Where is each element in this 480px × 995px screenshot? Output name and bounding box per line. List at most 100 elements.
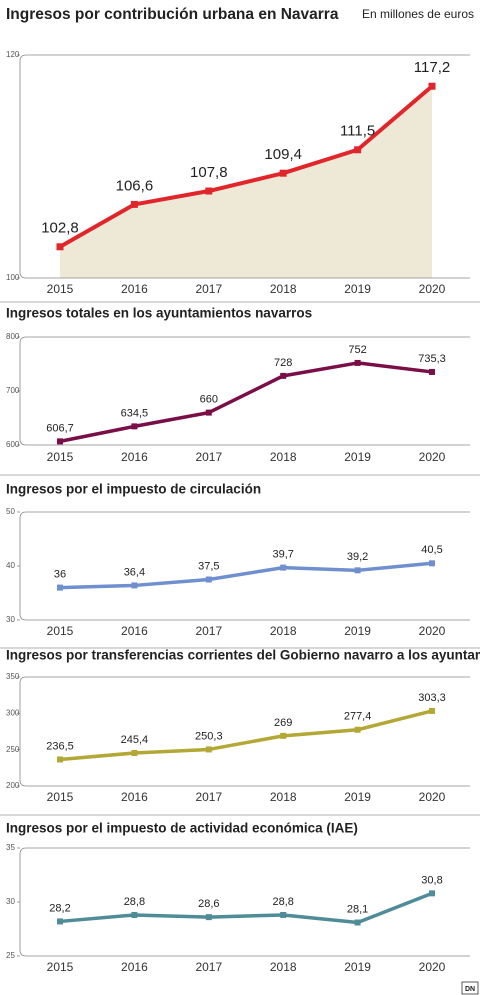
- chart-title: Ingresos por el impuesto de circulación: [6, 482, 261, 497]
- value-label: 30,8: [421, 874, 442, 886]
- line: [59, 361, 433, 444]
- marker: [131, 423, 138, 430]
- x-tick-label: 2016: [121, 790, 148, 804]
- value-label: 39,7: [272, 549, 293, 561]
- x-tick-label: 2015: [47, 450, 74, 464]
- x-tick-label: 2018: [270, 282, 297, 296]
- marker: [205, 746, 212, 753]
- axis-frame: [19, 847, 470, 957]
- value-label: 36: [54, 569, 66, 581]
- marker: [280, 911, 287, 918]
- marker: [429, 560, 435, 567]
- value-label: 28,8: [272, 896, 293, 908]
- x-tick-label: 2018: [270, 790, 297, 804]
- marker: [428, 82, 436, 90]
- y-tick-label: 30: [6, 897, 15, 906]
- marker: [429, 707, 435, 714]
- value-label: 269: [274, 717, 292, 729]
- x-tick-label: 2020: [419, 450, 446, 464]
- y-tick-label: 25: [6, 951, 15, 960]
- x-tick-label: 2015: [47, 960, 74, 974]
- line: [59, 709, 433, 762]
- x-tick-label: 2020: [419, 624, 446, 638]
- x-tick-label: 2020: [419, 790, 446, 804]
- x-tick-label: 2019: [344, 960, 371, 974]
- value-label: 752: [348, 344, 366, 356]
- y-tick-label: 50: [6, 507, 15, 516]
- x-tick-label: 2015: [47, 282, 74, 296]
- marker: [205, 914, 212, 921]
- marker: [205, 409, 212, 416]
- marker: [429, 890, 435, 897]
- chart-title: Ingresos por contribución urbana en Nava…: [6, 6, 339, 23]
- x-tick-label: 2018: [270, 450, 297, 464]
- x-tick-label: 2016: [121, 450, 148, 464]
- marker: [131, 750, 138, 757]
- y-tick-label: 200: [6, 781, 20, 790]
- marker: [354, 146, 362, 154]
- x-tick-label: 2020: [419, 282, 446, 296]
- marker: [131, 582, 138, 589]
- x-tick-label: 2019: [344, 790, 371, 804]
- x-tick-label: 2019: [344, 450, 371, 464]
- y-tick-label: 800: [6, 332, 20, 341]
- value-label: 634,5: [121, 407, 149, 419]
- marker: [280, 372, 287, 379]
- value-label: 109,4: [264, 146, 302, 163]
- subtitle: En millones de euros: [362, 7, 474, 21]
- x-tick-label: 2017: [195, 450, 222, 464]
- value-label: 660: [200, 394, 218, 406]
- x-tick-label: 2017: [195, 282, 222, 296]
- value-label: 735,3: [418, 353, 446, 365]
- x-tick-label: 2016: [121, 624, 148, 638]
- value-label: 106,6: [116, 177, 154, 194]
- axis-frame: [19, 336, 470, 446]
- chart-title: Ingresos totales en los ayuntamientos na…: [6, 306, 312, 321]
- x-tick-label: 2018: [270, 624, 297, 638]
- logo: DN: [465, 986, 475, 993]
- marker: [354, 359, 361, 366]
- marker: [354, 919, 361, 926]
- line: [59, 84, 434, 249]
- value-label: 277,4: [344, 711, 372, 723]
- value-label: 111,5: [340, 123, 375, 140]
- x-tick-label: 2020: [419, 960, 446, 974]
- marker: [57, 438, 63, 445]
- marker: [131, 911, 138, 918]
- value-label: 606,7: [46, 422, 74, 434]
- logo-box: [461, 981, 479, 995]
- marker: [279, 169, 287, 177]
- y-tick-label: 700: [6, 386, 20, 395]
- marker: [205, 187, 213, 195]
- marker: [429, 368, 435, 375]
- x-tick-label: 2019: [344, 624, 371, 638]
- x-tick-label: 2019: [344, 282, 371, 296]
- x-tick-label: 2016: [121, 282, 148, 296]
- value-label: 303,3: [418, 692, 446, 704]
- value-label: 28,2: [49, 902, 70, 914]
- value-label: 107,8: [190, 164, 228, 181]
- chart-title: Ingresos por el impuesto de actividad ec…: [6, 821, 358, 836]
- value-label: 728: [274, 357, 292, 369]
- value-label: 250,3: [195, 730, 223, 742]
- marker: [57, 584, 63, 591]
- y-tick-label: 350: [6, 672, 20, 681]
- x-tick-label: 2018: [270, 960, 297, 974]
- marker: [57, 756, 63, 763]
- value-label: 102,8: [41, 220, 79, 237]
- y-tick-label: 30: [6, 615, 15, 624]
- x-tick-label: 2015: [47, 790, 74, 804]
- line: [59, 561, 433, 590]
- marker: [354, 567, 361, 574]
- marker: [57, 918, 63, 925]
- y-tick-label: 250: [6, 745, 20, 754]
- value-label: 28,8: [124, 896, 145, 908]
- y-tick-label: 120: [6, 50, 20, 59]
- chart-title: Ingresos por transferencias corrientes d…: [6, 648, 480, 663]
- x-tick-label: 2015: [47, 624, 74, 638]
- marker: [354, 726, 361, 733]
- x-tick-label: 2017: [195, 960, 222, 974]
- value-label: 36,4: [124, 566, 145, 578]
- x-tick-label: 2017: [195, 624, 222, 638]
